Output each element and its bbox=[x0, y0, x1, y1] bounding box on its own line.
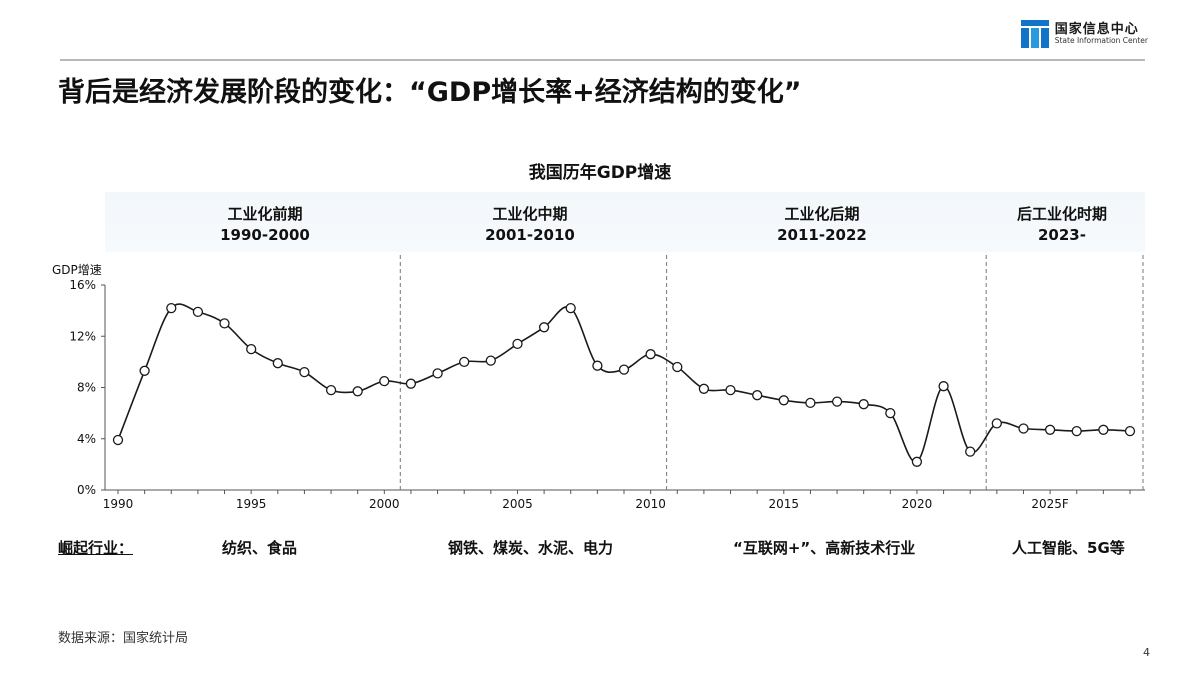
y-tick-label: 4% bbox=[77, 432, 96, 446]
data-point bbox=[246, 343, 257, 355]
data-point bbox=[405, 378, 417, 389]
data-point bbox=[1071, 425, 1082, 437]
period-4-years: 2023- bbox=[1038, 226, 1086, 244]
data-point bbox=[672, 361, 683, 373]
data-point bbox=[1098, 424, 1109, 435]
period-2-years: 2001-2010 bbox=[485, 226, 575, 244]
x-tick-label: 2005 bbox=[502, 497, 533, 511]
data-point bbox=[512, 338, 523, 350]
x-tick-label: 1990 bbox=[103, 497, 134, 511]
chart-title: 我国历年GDP增速 bbox=[528, 163, 672, 183]
data-point bbox=[1124, 425, 1136, 437]
y-axis-label: GDP增速 bbox=[52, 263, 102, 277]
data-point bbox=[725, 384, 736, 396]
period-2-name: 工业化中期 bbox=[492, 205, 568, 223]
data-point bbox=[538, 322, 550, 333]
y-tick-label: 8% bbox=[77, 381, 96, 395]
logo-name-en: State Information Center bbox=[1054, 36, 1148, 46]
x-tick-label: 2020 bbox=[902, 497, 933, 511]
data-point bbox=[805, 397, 816, 409]
y-tick-label: 12% bbox=[69, 329, 96, 343]
data-point bbox=[991, 418, 1002, 429]
period-2: 工业化中期 2001-2010 bbox=[425, 204, 635, 246]
rising-industries-label: 崛起行业： bbox=[58, 539, 134, 557]
series-line bbox=[117, 303, 1131, 463]
industry-2: 钢铁、煤炭、水泥、电力 bbox=[448, 539, 614, 557]
data-source: 数据来源：国家统计局 bbox=[58, 631, 189, 646]
data-point bbox=[139, 365, 150, 376]
data-point bbox=[112, 434, 124, 446]
data-point bbox=[1018, 423, 1029, 434]
y-tick-label: 16% bbox=[69, 278, 96, 292]
x-tick-label: 2010 bbox=[635, 497, 666, 511]
data-point bbox=[352, 386, 363, 397]
data-point bbox=[911, 456, 923, 467]
period-4: 后工业化时期 2023- bbox=[957, 204, 1167, 246]
industry-3: “互联网+”、高新技术行业 bbox=[733, 539, 916, 557]
industry-1: 纺织、食品 bbox=[222, 539, 298, 557]
data-point bbox=[379, 375, 390, 387]
data-point bbox=[618, 364, 630, 375]
period-3-years: 2011-2022 bbox=[777, 226, 867, 244]
period-4-name: 后工业化时期 bbox=[1016, 205, 1107, 223]
data-point bbox=[698, 383, 710, 394]
data-point bbox=[831, 396, 843, 407]
data-point bbox=[432, 368, 443, 379]
data-point bbox=[752, 390, 763, 401]
data-point bbox=[272, 358, 283, 369]
period-3: 工业化后期 2011-2022 bbox=[717, 204, 927, 246]
data-point bbox=[858, 399, 869, 410]
period-1-name: 工业化前期 bbox=[227, 205, 303, 223]
page-number: 4 bbox=[1143, 646, 1150, 659]
data-point bbox=[885, 407, 896, 419]
data-point bbox=[299, 366, 310, 378]
logo-name-cn: 国家信息中心 bbox=[1054, 21, 1139, 37]
data-point bbox=[1044, 424, 1056, 435]
industry-4: 人工智能、5G等 bbox=[1012, 539, 1125, 557]
x-tick-label: 1995 bbox=[236, 497, 267, 511]
header-divider bbox=[60, 59, 1145, 61]
y-tick-label: 0% bbox=[77, 483, 96, 497]
period-1-years: 1990-2000 bbox=[220, 226, 310, 244]
x-tick-label: 2000 bbox=[369, 497, 400, 511]
data-point bbox=[485, 355, 496, 366]
data-point bbox=[459, 356, 470, 368]
data-point bbox=[592, 360, 603, 371]
data-point bbox=[645, 349, 656, 360]
x-tick-label: 2015 bbox=[769, 497, 800, 511]
data-point bbox=[166, 302, 177, 314]
logo: 国家信息中心 State Information Center bbox=[1020, 20, 1148, 48]
data-point bbox=[778, 395, 789, 406]
data-point bbox=[938, 381, 949, 392]
page-title: 背后是经济发展阶段的变化：“GDP增长率+经济结构的变化” bbox=[58, 77, 802, 108]
data-point bbox=[965, 446, 976, 457]
logo-icon bbox=[1020, 20, 1049, 48]
data-point bbox=[565, 302, 576, 314]
data-point bbox=[219, 318, 230, 329]
period-3-name: 工业化后期 bbox=[784, 205, 860, 223]
period-band bbox=[105, 192, 1145, 252]
x-tick-label: 2025F bbox=[1031, 497, 1069, 511]
data-point bbox=[192, 306, 204, 318]
data-point bbox=[325, 384, 337, 396]
period-1: 工业化前期 1990-2000 bbox=[160, 204, 370, 246]
